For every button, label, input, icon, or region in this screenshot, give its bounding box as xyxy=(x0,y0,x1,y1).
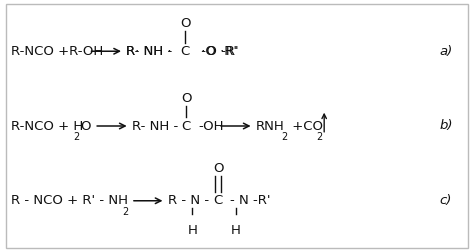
Text: C: C xyxy=(182,119,191,133)
Text: -OH: -OH xyxy=(198,119,223,133)
Text: 2: 2 xyxy=(281,132,288,142)
Text: R - NCO + R' - NH: R - NCO + R' - NH xyxy=(11,194,128,207)
Text: C: C xyxy=(181,45,190,58)
Text: -O -R': -O -R' xyxy=(197,45,238,58)
Text: H: H xyxy=(231,224,240,237)
Text: RNH: RNH xyxy=(256,119,284,133)
Text: c): c) xyxy=(439,194,452,207)
Text: O: O xyxy=(181,92,191,105)
Text: +CO: +CO xyxy=(288,119,323,133)
Text: b): b) xyxy=(439,119,453,133)
Text: 2: 2 xyxy=(73,132,79,142)
Text: 2: 2 xyxy=(122,207,129,217)
Text: 2: 2 xyxy=(316,132,322,142)
Text: R - N -: R - N - xyxy=(168,194,209,207)
Text: R-NCO +R-OH: R-NCO +R-OH xyxy=(11,45,103,58)
Text: O: O xyxy=(213,162,223,175)
Text: R- NH -: R- NH - xyxy=(126,45,173,58)
Text: ·O ·R': ·O ·R' xyxy=(197,45,237,58)
Text: R· NH ·: R· NH · xyxy=(126,45,172,58)
Text: H: H xyxy=(187,224,197,237)
Text: - N -R': - N -R' xyxy=(230,194,271,207)
Text: O: O xyxy=(81,119,91,133)
Text: R-NCO + H: R-NCO + H xyxy=(11,119,83,133)
Text: O: O xyxy=(180,17,191,30)
Text: a): a) xyxy=(439,45,453,58)
Text: C: C xyxy=(213,194,223,207)
Text: R- NH -: R- NH - xyxy=(132,119,178,133)
